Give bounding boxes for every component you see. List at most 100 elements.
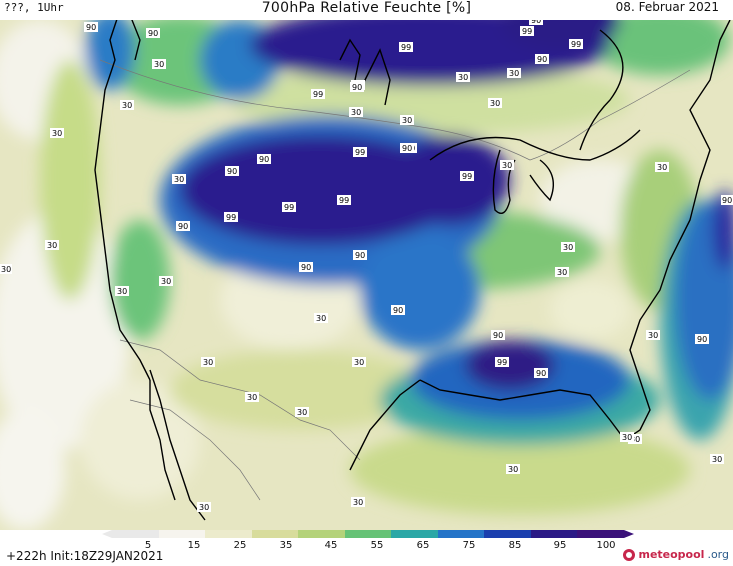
label-30: 30 [507, 68, 521, 78]
svg-text:30: 30 [630, 435, 640, 444]
svg-text:99: 99 [497, 358, 507, 367]
label-99: 99 [282, 202, 296, 212]
brand-link[interactable]: meteopool .org [623, 548, 729, 561]
svg-text:90: 90 [722, 196, 732, 205]
label-30: 30 [628, 434, 642, 444]
svg-text:30: 30 [622, 433, 632, 442]
svg-text:30: 30 [199, 503, 209, 512]
svg-text:90: 90 [355, 251, 365, 260]
svg-text:99: 99 [339, 196, 349, 205]
label-30: 30 [159, 276, 173, 286]
label-30: 30 [400, 115, 414, 125]
colorbar-swatch [391, 530, 438, 538]
labels-30: 30 30 30 30 30 30 30 30 30 30 30 30 30 3… [0, 59, 724, 512]
label-30: 30 [314, 313, 328, 323]
label-90: 90 [176, 221, 190, 231]
humidity-map: 99 99 99 99 99 99 99 99 99 99 99 90 90 9… [0, 0, 733, 530]
valid-time-label: ???, 1Uhr [4, 1, 64, 14]
svg-text:30: 30 [557, 268, 567, 277]
svg-text:90: 90 [537, 55, 547, 64]
colorbar-tick: 45 [324, 540, 338, 551]
meteopool-logo-icon [623, 548, 636, 561]
colorbar-swatch [344, 530, 392, 538]
svg-text:30: 30 [247, 393, 257, 402]
svg-text:30: 30 [712, 455, 722, 464]
label-99: 99 [399, 42, 413, 52]
colorbar-tick: 5 [144, 540, 152, 551]
svg-text:30: 30 [458, 73, 468, 82]
colorbar-swatch [205, 530, 252, 538]
label-30: 30 [500, 160, 514, 170]
label-90: 90 [400, 143, 414, 153]
svg-text:30: 30 [203, 358, 213, 367]
label-30: 30 [115, 286, 129, 296]
label-30: 30 [561, 242, 575, 252]
svg-text:30: 30 [353, 498, 363, 507]
svg-text:90: 90 [393, 306, 403, 315]
label-30: 30 [245, 392, 259, 402]
svg-text:30: 30 [297, 408, 307, 417]
colorbar-swatch [112, 530, 159, 538]
svg-text:99: 99 [401, 43, 411, 52]
label-99: 99 [337, 195, 351, 205]
label-99: 99 [353, 147, 367, 157]
colorbar-swatch [251, 530, 299, 538]
svg-text:90: 90 [227, 167, 237, 176]
colorbar-tick: 95 [553, 540, 567, 551]
label-90: 90 [299, 262, 313, 272]
svg-text:30: 30 [122, 101, 132, 110]
label-90: 90 [535, 54, 549, 64]
colorbar-tick: 100 [596, 540, 616, 551]
label-99: 99 [311, 89, 325, 99]
svg-text:30: 30 [508, 465, 518, 474]
colorbar-tick: 35 [279, 540, 293, 551]
svg-text:90: 90 [178, 222, 188, 231]
label-30: 30 [620, 432, 634, 442]
svg-text:99: 99 [226, 213, 236, 222]
label-30: 30 [646, 330, 660, 340]
colorbar-tick: 85 [508, 540, 522, 551]
svg-text:30: 30 [657, 163, 667, 172]
label-90: 90 [257, 154, 271, 164]
svg-text:30: 30 [502, 161, 512, 170]
label-90: 90 [391, 305, 405, 315]
svg-text:90: 90 [301, 263, 311, 272]
svg-text:30: 30 [563, 243, 573, 252]
label-90: 90 [353, 250, 367, 260]
header-bar: ???, 1Uhr 700hPa Relative Feuchte [%] 08… [0, 0, 733, 20]
label-30: 30 [50, 128, 64, 138]
colorbar-swatch [530, 530, 578, 538]
run-info: +222h Init:18Z29JAN2021 [6, 549, 164, 563]
label-30: 30 [488, 98, 502, 108]
label-30: 30 [0, 264, 12, 274]
labels-90: 90 90 90 90 90 90 90 90 90 90 90 90 90 9… [84, 4, 733, 378]
label-30: 30 [172, 174, 186, 184]
svg-text:99: 99 [313, 90, 323, 99]
label-99: 99 [495, 357, 509, 367]
brand-name: meteopool [638, 548, 705, 561]
svg-text:30: 30 [154, 60, 164, 69]
label-30: 30 [506, 464, 520, 474]
map-title: 700hPa Relative Feuchte [%] [261, 0, 472, 16]
svg-text:30: 30 [509, 69, 519, 78]
svg-text:90: 90 [536, 369, 546, 378]
svg-text:30: 30 [161, 277, 171, 286]
colorbar-swatch [158, 530, 206, 538]
label-30: 30 [655, 162, 669, 172]
svg-text:30: 30 [351, 108, 361, 117]
svg-text:99: 99 [462, 172, 472, 181]
brand-tld: .org [707, 548, 729, 561]
label-99: 99 [569, 39, 583, 49]
label-30: 30 [352, 357, 366, 367]
label-90: 90 [146, 28, 160, 38]
svg-text:99: 99 [571, 40, 581, 49]
colorbar-min-arrow [102, 530, 112, 538]
label-30: 30 [351, 497, 365, 507]
svg-text:90: 90 [697, 335, 707, 344]
labels-99: 99 99 99 99 99 99 99 99 99 99 99 [224, 26, 583, 367]
label-30: 30 [45, 240, 59, 250]
colorbar-swatch [437, 530, 485, 538]
label-90: 90 [529, 15, 543, 25]
label-30: 30 [120, 100, 134, 110]
svg-text:90: 90 [402, 144, 412, 153]
